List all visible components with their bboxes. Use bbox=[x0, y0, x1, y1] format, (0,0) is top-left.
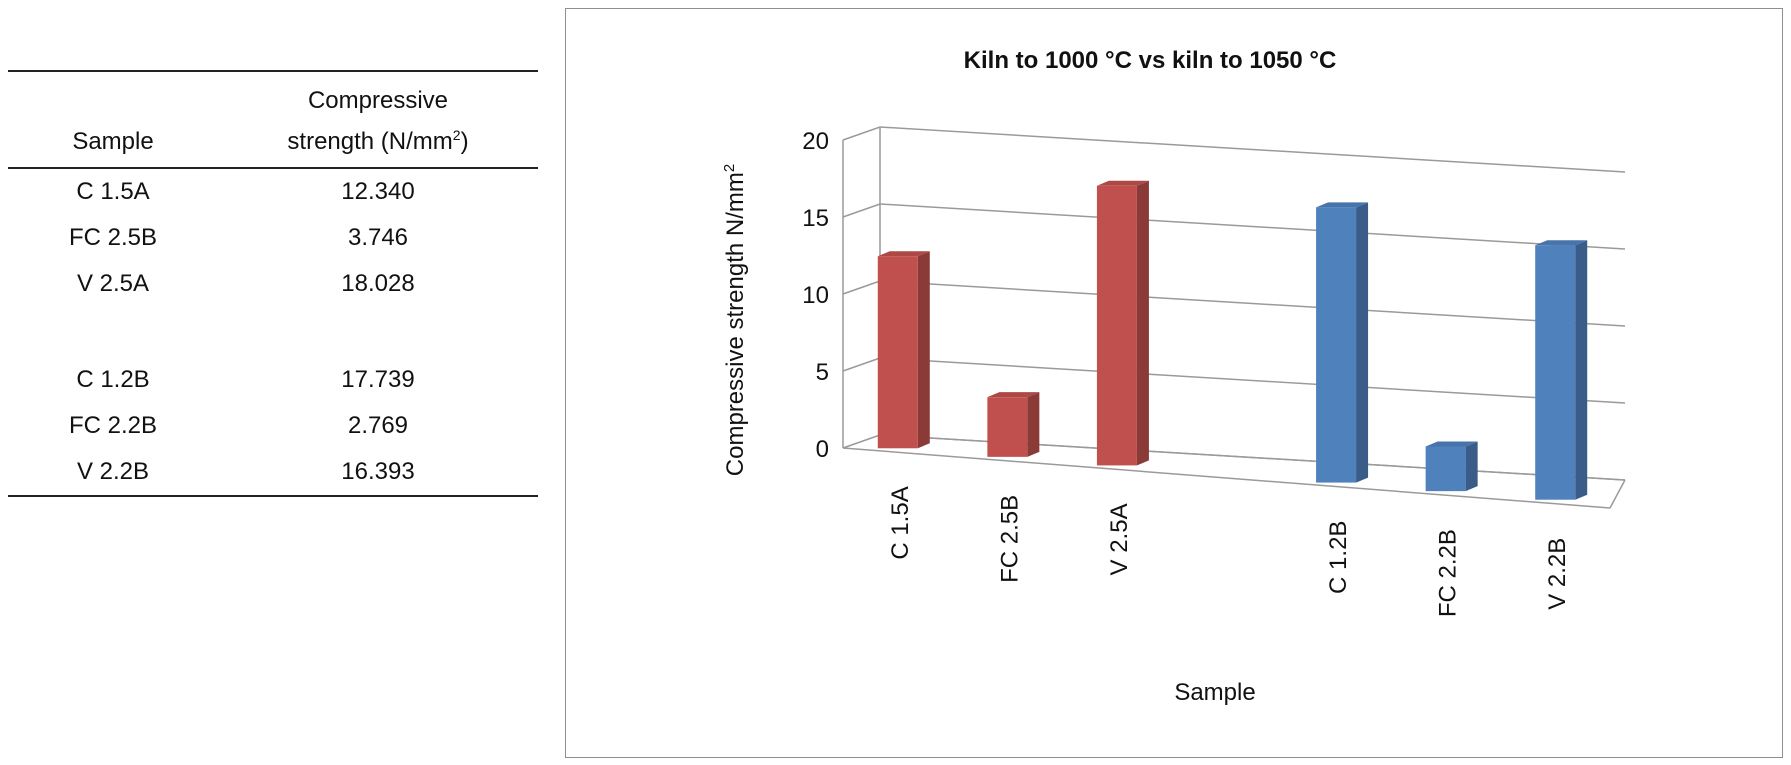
bar bbox=[1535, 240, 1588, 500]
table-row: FC 2.2B 2.769 bbox=[8, 403, 538, 449]
bar bbox=[1096, 180, 1149, 466]
header-strength-line1: Compressive bbox=[307, 87, 449, 114]
y-axis-label-text: Compressive strength N/mm bbox=[722, 172, 749, 476]
cell-value: 16.393 bbox=[218, 449, 538, 497]
y-tick-label: 20 bbox=[802, 128, 829, 155]
y-tick-label: 5 bbox=[816, 359, 829, 386]
cell-value: 2.769 bbox=[347, 412, 409, 439]
header-strength-sup: 2 bbox=[452, 127, 461, 143]
table-row: V 2.5A 18.028 bbox=[8, 261, 538, 307]
floor-front-edge bbox=[842, 447, 1611, 509]
bars-layer bbox=[877, 180, 1588, 500]
y-tick-labels: 0 5 10 15 20 bbox=[802, 128, 829, 463]
x-tick-label: V 2.5A bbox=[1106, 503, 1133, 575]
y-axis-label-sup: 2 bbox=[721, 164, 738, 172]
gridline bbox=[879, 280, 1626, 327]
header-strength-line2: strength (N/mm bbox=[287, 128, 453, 155]
bar-front-face bbox=[1096, 185, 1137, 466]
cell-sample: V 2.2B bbox=[8, 449, 218, 497]
side-wall-gridline bbox=[842, 434, 881, 449]
header-strength-close: ) bbox=[460, 128, 469, 155]
bar bbox=[1425, 441, 1478, 492]
x-tick-label: FC 2.2B bbox=[1435, 529, 1462, 617]
bar-top-face bbox=[1425, 441, 1478, 447]
bar-side-face bbox=[1465, 441, 1478, 492]
cell-value: 18.028 bbox=[341, 270, 415, 297]
table-header-row: Sample Compressive strength (N/mm2) bbox=[8, 71, 538, 168]
bar bbox=[987, 392, 1040, 457]
x-tick-labels: C 1.5A FC 2.5B V 2.5A C 1.2B FC 2.2B V 2.2B bbox=[887, 486, 1571, 617]
table-row: FC 2.5B 3.746 bbox=[8, 215, 538, 261]
chart-frame bbox=[565, 8, 1783, 758]
grid-layer bbox=[842, 126, 1626, 509]
bar-front-face bbox=[1535, 245, 1576, 500]
data-table-container: Sample Compressive strength (N/mm2) C 1.… bbox=[8, 70, 538, 497]
bar bbox=[1316, 202, 1369, 483]
cell-sample: FC 2.2B bbox=[68, 412, 158, 439]
x-tick-label: V 2.2B bbox=[1544, 538, 1571, 610]
header-sample: Sample bbox=[72, 128, 154, 155]
table-row: C 1.2B 17.739 bbox=[8, 357, 538, 403]
bar-side-face bbox=[1027, 392, 1040, 457]
bar-front-face bbox=[877, 256, 918, 449]
x-tick-label: FC 2.5B bbox=[996, 495, 1023, 583]
bar-front-face bbox=[1316, 207, 1357, 483]
x-axis-label: Sample bbox=[1174, 679, 1255, 706]
bar-top-face bbox=[877, 251, 930, 257]
bar-side-face bbox=[1136, 180, 1149, 466]
table-row: C 1.5A 12.340 bbox=[8, 168, 538, 215]
x-tick-label: C 1.2B bbox=[1325, 521, 1352, 594]
bar bbox=[877, 251, 930, 449]
side-wall-gridline bbox=[842, 126, 881, 141]
cell-sample: C 1.2B bbox=[76, 366, 150, 393]
bar-side-face bbox=[1356, 202, 1369, 483]
bar-side-face bbox=[917, 251, 930, 449]
cell-value: 17.739 bbox=[341, 366, 415, 393]
y-axis-label: Compressive strength N/mm2 bbox=[721, 164, 749, 476]
cell-sample: FC 2.5B bbox=[68, 224, 158, 251]
data-table: Sample Compressive strength (N/mm2) C 1.… bbox=[8, 70, 538, 497]
bar-top-face bbox=[1535, 240, 1588, 246]
table-row: V 2.2B 16.393 bbox=[8, 449, 538, 497]
chart-title: Kiln to 1000 °C vs kiln to 1050 °C bbox=[964, 47, 1337, 74]
y-tick-label: 15 bbox=[802, 205, 829, 232]
gridline bbox=[879, 203, 1626, 250]
bar-side-face bbox=[1575, 240, 1588, 500]
gridline bbox=[879, 126, 1626, 173]
cell-value: 12.340 bbox=[341, 178, 415, 205]
x-tick-label: C 1.5A bbox=[887, 486, 914, 559]
cell-sample: V 2.5A bbox=[76, 270, 150, 297]
header-strength: Compressive strength (N/mm2) bbox=[218, 71, 538, 168]
y-tick-label: 10 bbox=[802, 282, 829, 309]
gridline bbox=[879, 357, 1626, 404]
bar-top-face bbox=[1096, 180, 1149, 186]
side-wall-gridline bbox=[842, 203, 881, 218]
side-wall-gridline bbox=[842, 280, 881, 295]
floor-right-edge bbox=[1609, 479, 1626, 509]
bar-front-face bbox=[987, 397, 1028, 457]
bar-front-face bbox=[1425, 446, 1466, 492]
bar-top-face bbox=[987, 392, 1040, 398]
cell-sample: C 1.5A bbox=[76, 178, 150, 205]
cell-value: 3.746 bbox=[347, 224, 409, 251]
bar-top-face bbox=[1316, 202, 1369, 208]
side-wall-gridline bbox=[842, 357, 881, 372]
y-tick-label: 0 bbox=[816, 436, 829, 463]
